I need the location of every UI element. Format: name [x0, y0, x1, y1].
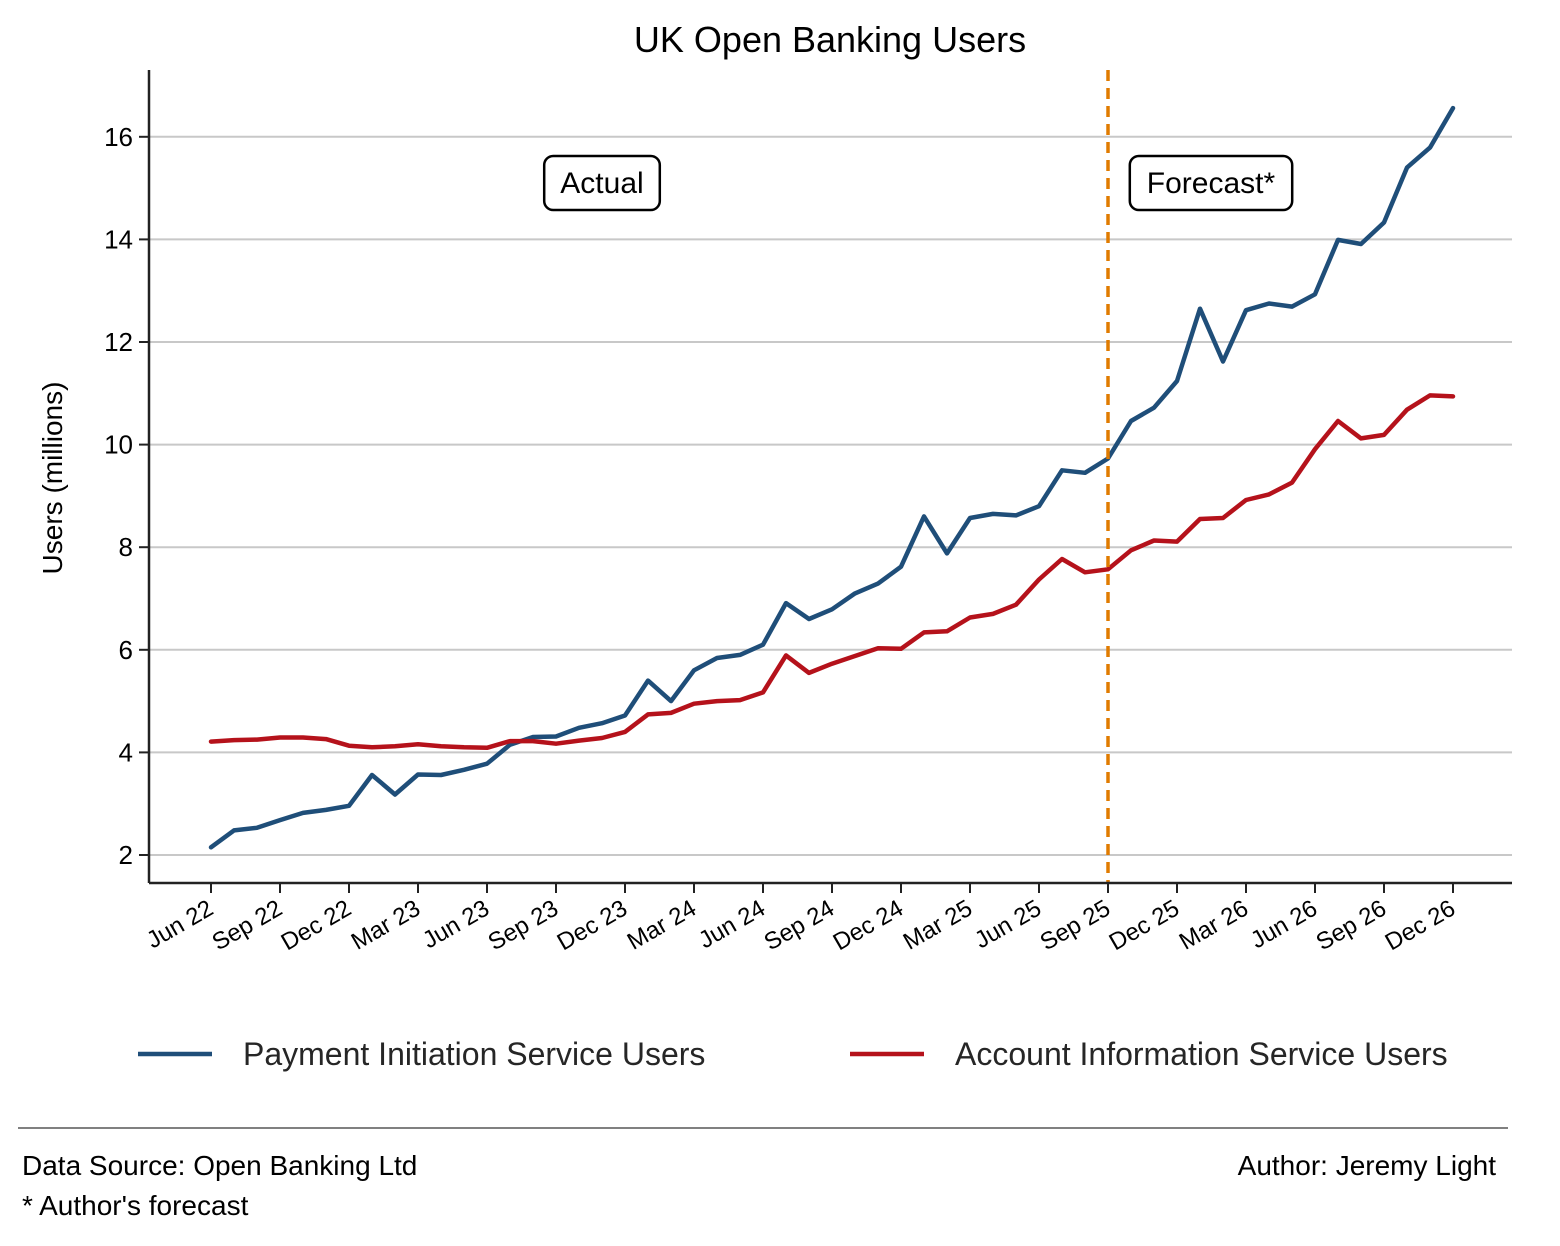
- y-axis-label: Users (millions): [37, 382, 68, 575]
- x-tick-label: Jun 22: [142, 895, 218, 954]
- x-tick-label: Dec 23: [553, 895, 632, 956]
- x-tick-label: Sep 26: [1312, 895, 1391, 956]
- ais-users-line: [208, 393, 1456, 751]
- y-tick-label: 16: [104, 122, 133, 152]
- y-tick-label: 8: [119, 532, 133, 562]
- y-tick-label: 10: [104, 430, 133, 460]
- x-tick-label: Jun 25: [970, 895, 1046, 954]
- x-tick-label: Dec 24: [829, 895, 908, 956]
- x-tick-label: Dec 22: [277, 895, 356, 956]
- x-tick-label: Jun 23: [418, 895, 494, 954]
- x-tick-label: Mar 26: [1175, 895, 1253, 956]
- author-credit: Author: Jeremy Light: [1237, 1150, 1496, 1181]
- footer-divider: [18, 1127, 1508, 1129]
- x-tick-label: Mar 25: [899, 895, 977, 956]
- series-lines: [208, 105, 1456, 850]
- x-tick-label: Dec 26: [1381, 895, 1460, 956]
- x-tick-label: Sep 24: [760, 895, 839, 956]
- pis-users-line: [208, 105, 1456, 850]
- y-tick-label: 4: [119, 737, 133, 767]
- chart-title: UK Open Banking Users: [634, 19, 1026, 60]
- annotation-box: [542, 154, 662, 212]
- x-tick-label: Sep 25: [1036, 895, 1115, 956]
- y-tick-label: 6: [119, 635, 133, 665]
- y-tick-label: 14: [104, 224, 133, 254]
- y-tick-label: 2: [119, 840, 133, 870]
- x-tick-label: Mar 24: [623, 895, 701, 956]
- x-tick-label: Dec 25: [1105, 895, 1184, 956]
- x-tick-label: Sep 23: [484, 895, 563, 956]
- annotation-label: Actual: [560, 167, 643, 200]
- legend-label: Payment Initiation Service Users: [243, 1036, 705, 1072]
- x-tick-label: Mar 23: [347, 895, 425, 956]
- legend-label: Account Information Service Users: [955, 1036, 1448, 1072]
- gridlines: [149, 135, 1512, 856]
- y-tick-label: 12: [104, 327, 133, 357]
- annotation-box: [1128, 154, 1294, 212]
- annotations: Actual Forecast*: [542, 154, 1294, 212]
- forecast-footnote: * Author's forecast: [22, 1190, 249, 1221]
- x-tick-label: Jun 24: [694, 895, 770, 954]
- x-tick-label: Sep 22: [208, 895, 287, 956]
- annotation-label: Forecast*: [1147, 167, 1276, 200]
- data-source-note: Data Source: Open Banking Ltd: [22, 1150, 418, 1181]
- x-tick-label: Jun 26: [1246, 895, 1322, 954]
- legend: Payment Initiation Service Users Account …: [138, 1036, 1448, 1072]
